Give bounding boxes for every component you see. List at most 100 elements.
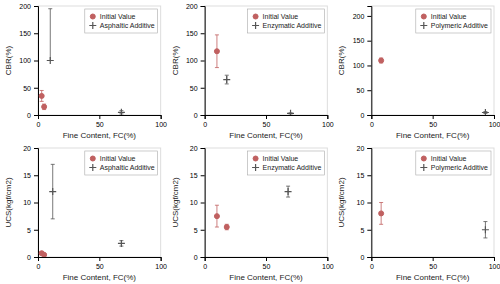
- x-tick: 0: [370, 115, 374, 128]
- y-tick-label: 0: [27, 112, 31, 119]
- x-tick-label: 50: [263, 263, 271, 270]
- x-tick-label: 50: [96, 263, 104, 270]
- legend-item: Initial Value: [90, 13, 135, 20]
- y-tick: 50: [23, 84, 38, 91]
- x-tick-mark: [99, 115, 100, 119]
- x-tick-label: 0: [203, 263, 207, 270]
- x-tick: 50: [96, 115, 104, 128]
- error-cap-high: [379, 202, 383, 203]
- legend: Initial ValueAsphaltic Additive: [85, 151, 158, 175]
- y-tick: 5: [194, 226, 205, 233]
- y-tick-mark: [201, 6, 205, 7]
- legend-box: [85, 9, 158, 33]
- y-tick-label: 15: [190, 172, 198, 179]
- legend-label: Initial Value: [100, 155, 136, 162]
- legend: Initial ValuePolymeric Additive: [416, 151, 491, 175]
- y-tick: 0: [194, 112, 205, 119]
- plot-frame: [38, 148, 161, 257]
- y-tick-mark: [201, 148, 205, 149]
- x-tick-label: 0: [203, 121, 207, 128]
- y-tick: 150: [19, 30, 38, 37]
- plot-frame: [205, 6, 328, 115]
- circle-marker: [224, 225, 229, 230]
- panel: 05010005101520Fine Content, FC(%)UCS(kgf…: [171, 145, 334, 282]
- plot-area: [379, 203, 489, 238]
- legend-label: Enzymatic Additive: [263, 164, 322, 172]
- x-tick-mark: [433, 257, 434, 261]
- error-cap-high: [51, 164, 55, 165]
- error-cap-low: [215, 227, 219, 228]
- y-tick: 50: [357, 87, 372, 94]
- x-tick: 0: [37, 115, 41, 128]
- error-cap-low: [379, 224, 383, 225]
- x-tick-label: 0: [370, 263, 374, 270]
- x-tick-label: 100: [155, 263, 167, 270]
- x-tick-label: 50: [263, 121, 271, 128]
- x-tick: 50: [263, 257, 271, 270]
- error-bar: [379, 203, 383, 225]
- plus-marker: [47, 57, 54, 64]
- y-tick-label: 20: [190, 145, 198, 152]
- series: [379, 58, 384, 63]
- x-tick: 100: [322, 115, 334, 128]
- circle-marker: [42, 252, 47, 257]
- legend-item: Initial Value: [253, 155, 298, 162]
- x-tick-label: 100: [155, 121, 167, 128]
- legend-item: Initial Value: [421, 155, 466, 162]
- y-axis-title: UCS(kgf/cm2): [171, 177, 180, 228]
- series: [223, 75, 294, 115]
- y-tick-mark: [34, 88, 38, 89]
- y-tick: 200: [19, 3, 38, 10]
- x-tick: 0: [203, 115, 207, 128]
- series: [214, 205, 229, 230]
- series: [379, 203, 384, 225]
- y-tick: 0: [360, 112, 371, 119]
- plot-area: [214, 35, 294, 115]
- x-tick: 50: [263, 115, 271, 128]
- y-tick-mark: [367, 257, 371, 258]
- y-axis: 050100150200: [186, 3, 205, 119]
- circle-marker: [42, 104, 47, 109]
- x-tick: 100: [322, 257, 334, 270]
- legend-label: Asphaltic Additive: [100, 22, 155, 30]
- legend-symbol: [89, 22, 96, 29]
- error-bar: [42, 104, 46, 109]
- y-tick: 20: [190, 145, 205, 152]
- y-tick-label: 150: [186, 30, 198, 37]
- plus-marker: [287, 110, 294, 115]
- y-tick-label: 0: [194, 254, 198, 261]
- legend-item: Enzymatic Additive: [252, 164, 321, 172]
- y-tick-label: 150: [19, 30, 31, 37]
- legend-symbol: [89, 164, 96, 171]
- legend-item: Initial Value: [90, 155, 135, 162]
- y-tick-mark: [34, 257, 38, 258]
- y-tick-mark: [201, 203, 205, 204]
- plus-marker: [49, 188, 56, 195]
- y-tick: 0: [27, 112, 38, 119]
- series: [39, 90, 46, 109]
- x-tick-label: 0: [37, 263, 41, 270]
- x-tick-mark: [266, 115, 267, 119]
- y-tick-label: 200: [186, 3, 198, 10]
- y-tick-mark: [201, 61, 205, 62]
- x-tick: 50: [429, 257, 437, 270]
- y-tick-label: 20: [23, 145, 31, 152]
- legend-item: Enzymatic Additive: [252, 22, 321, 30]
- series: [214, 35, 219, 68]
- legend-symbol: [252, 22, 259, 29]
- y-axis: 05101520: [190, 145, 205, 261]
- panel: 050100050100150200Fine Content, FC(%)CBR…: [337, 6, 500, 140]
- error-cap-high: [225, 75, 229, 76]
- y-axis: 05101520: [357, 145, 372, 261]
- y-tick-mark: [34, 230, 38, 231]
- legend-symbol: [252, 164, 259, 171]
- error-bar: [379, 58, 383, 63]
- legend: Initial ValuePolymeric Additive: [416, 9, 491, 33]
- legend-box: [248, 9, 325, 33]
- x-axis-line: [372, 116, 495, 120]
- y-tick: 20: [357, 145, 372, 152]
- y-tick-label: 50: [23, 84, 31, 91]
- x-tick: 0: [203, 257, 207, 270]
- plus-marker: [482, 226, 489, 233]
- x-tick-mark: [327, 115, 328, 119]
